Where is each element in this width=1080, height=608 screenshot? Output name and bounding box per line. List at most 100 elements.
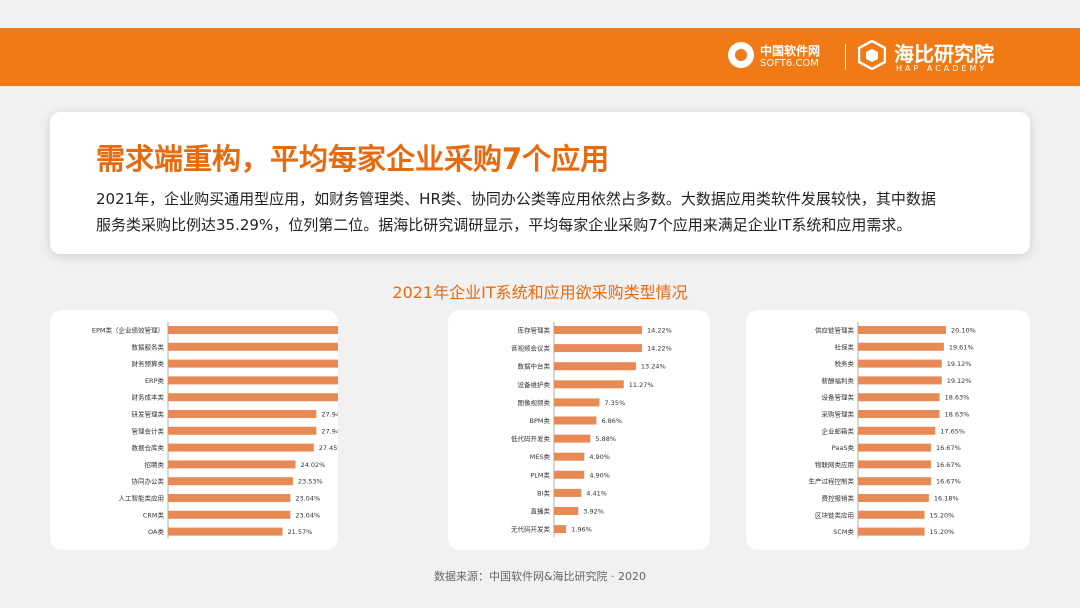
value-label: 16.67% bbox=[936, 461, 961, 469]
bar bbox=[554, 380, 624, 389]
data-source-note: 数据来源：中国软件网&海比研究院 · 2020 bbox=[433, 570, 647, 583]
bar bbox=[554, 434, 591, 443]
value-label: 18.63% bbox=[945, 411, 970, 419]
category-label: 数据仓库类 bbox=[132, 443, 165, 452]
bar bbox=[168, 410, 317, 418]
category-label: MES类 bbox=[530, 452, 551, 461]
soft6-logo: 中国软件网 SOFT6.COM bbox=[728, 36, 838, 78]
category-label: 数据服务类 bbox=[132, 342, 165, 351]
value-label: 27.94% bbox=[321, 411, 338, 419]
category-label: 财务预算类 bbox=[132, 359, 165, 368]
bar bbox=[554, 507, 579, 515]
category-label: 供应链管理类 bbox=[815, 326, 855, 335]
value-label: 24.02% bbox=[301, 461, 326, 469]
header-banner: 中国软件网 SOFT6.COM 海比研究院 HAP ACADEMY bbox=[0, 28, 1080, 86]
bar bbox=[168, 376, 338, 385]
value-label: 19.61% bbox=[949, 343, 974, 351]
logo-divider bbox=[845, 44, 846, 70]
value-label: 19.12% bbox=[947, 360, 972, 368]
soft6-logo-subtitle: SOFT6.COM bbox=[760, 58, 819, 69]
hap-hexagon-icon bbox=[858, 40, 886, 70]
bar bbox=[168, 342, 338, 351]
value-label: 27.45% bbox=[319, 444, 338, 452]
value-label: 21.57% bbox=[288, 528, 313, 536]
category-label: 财务成本类 bbox=[132, 393, 165, 402]
bar-chart-1: EPM类（企业绩效管理）35.78%数据服务类35.29%财务预算类34.80%… bbox=[92, 322, 338, 539]
value-label: 7.35% bbox=[604, 399, 625, 407]
category-label: 数据中台类 bbox=[518, 362, 551, 371]
summary-line-2: 服务类采购比例达35.29%，位列第二位。据海比研究调研显示，平均每家企业采购7… bbox=[96, 216, 912, 234]
bar bbox=[554, 326, 642, 334]
value-label: 23.53% bbox=[298, 478, 323, 486]
chart-panel-3: 供应链管理类 20.10% 社保类 19.61% 税务类 19.12% 薪酬福利类 19.12… bbox=[746, 310, 1030, 550]
category-label: BPM类 bbox=[530, 416, 551, 425]
bar bbox=[554, 488, 582, 497]
bar bbox=[554, 452, 585, 461]
category-label: 设备维护类 bbox=[518, 380, 551, 389]
soft6-logo-icon bbox=[728, 42, 754, 68]
bar bbox=[858, 326, 946, 334]
bar bbox=[168, 393, 338, 402]
value-label: 4.41% bbox=[586, 489, 607, 497]
bar bbox=[858, 527, 925, 536]
value-label: 23.04% bbox=[295, 511, 320, 519]
bar bbox=[858, 376, 942, 385]
value-label: 15.20% bbox=[930, 528, 955, 536]
bar bbox=[858, 410, 940, 418]
bar bbox=[554, 470, 585, 479]
bar bbox=[168, 527, 283, 536]
bar bbox=[554, 525, 567, 534]
value-label: 16.18% bbox=[934, 495, 959, 503]
bar bbox=[168, 426, 317, 435]
bar bbox=[168, 359, 338, 368]
category-label: EPM类（企业绩效管理） bbox=[92, 326, 164, 335]
category-label: 协同办公类 bbox=[132, 477, 165, 486]
category-label: 低代码开发类 bbox=[511, 434, 551, 443]
bar bbox=[168, 477, 293, 486]
bar bbox=[858, 426, 936, 435]
category-label: 社保类 bbox=[835, 342, 855, 351]
page-title: 需求端重构，平均每家企业采购7个应用 bbox=[96, 142, 610, 176]
category-label: BI类 bbox=[537, 488, 550, 497]
category-label: 设备管理类 bbox=[822, 393, 855, 402]
bar bbox=[858, 494, 929, 502]
value-label: 17.65% bbox=[940, 427, 965, 435]
bar-chart-2: 库存管理类 14.22% 音视频会议类 14.22% 数据中台类 13.24% 设备维护类 1… bbox=[511, 322, 672, 538]
category-label: PLM类 bbox=[530, 470, 550, 479]
value-label: 4.90% bbox=[589, 453, 610, 461]
category-label: OA类 bbox=[148, 527, 164, 536]
category-label: 采购管理类 bbox=[822, 410, 855, 419]
bar bbox=[168, 460, 296, 469]
value-label: 14.22% bbox=[647, 327, 672, 335]
value-label: 5.88% bbox=[595, 435, 616, 443]
bar bbox=[554, 362, 636, 371]
category-label: ERP类 bbox=[145, 376, 165, 385]
value-label: 11.27% bbox=[629, 381, 654, 389]
category-label: PaaS类 bbox=[832, 443, 855, 452]
category-label: 管理会计类 bbox=[132, 426, 165, 435]
bar bbox=[858, 443, 931, 452]
category-label: 区块链类应用 bbox=[815, 510, 854, 519]
value-label: 6.86% bbox=[601, 417, 622, 425]
chart-panel-1: EPM类（企业绩效管理）35.78%数据服务类35.29%财务预算类34.80%… bbox=[50, 310, 338, 550]
value-label: 13.24% bbox=[641, 363, 666, 371]
category-label: 音视频会议类 bbox=[511, 344, 551, 353]
value-label: 3.92% bbox=[583, 508, 604, 516]
category-label: 人工智能类应用 bbox=[119, 494, 165, 503]
hap-logo-subtitle: HAP ACADEMY bbox=[896, 64, 988, 73]
value-label: 19.12% bbox=[947, 377, 972, 385]
category-label: 招聘类 bbox=[145, 460, 165, 469]
bar bbox=[168, 510, 291, 519]
bar bbox=[168, 494, 291, 502]
value-label: 4.90% bbox=[589, 471, 610, 479]
bar bbox=[858, 393, 940, 402]
value-label: 16.67% bbox=[936, 478, 961, 486]
category-label: 物联网类应用 bbox=[815, 460, 854, 469]
summary-text: 2021年，企业购买通用型应用，如财务管理类、HR类、协同办公类等应用依然占多数… bbox=[96, 186, 996, 238]
category-label: 税务类 bbox=[835, 359, 855, 368]
category-label: 图像视频类 bbox=[518, 398, 551, 407]
category-label: 库存管理类 bbox=[518, 326, 551, 335]
charts-title: 2021年企业IT系统和应用欲采购类型情况 bbox=[392, 283, 688, 302]
category-label: 企业邮箱类 bbox=[822, 426, 855, 435]
category-label: 直播类 bbox=[531, 507, 551, 516]
